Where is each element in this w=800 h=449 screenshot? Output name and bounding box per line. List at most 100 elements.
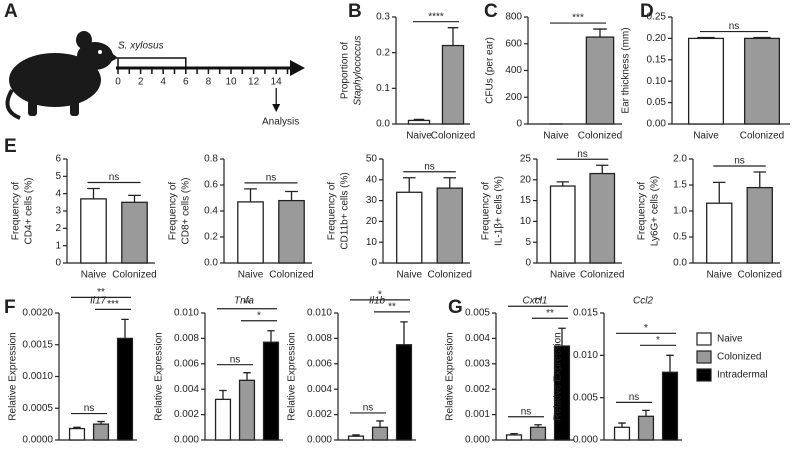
significance-label: ns	[521, 406, 532, 417]
bar	[441, 44, 465, 125]
y-tick-label: 0.008	[174, 333, 199, 344]
significance-label: ns	[109, 172, 120, 183]
agent-label: S. xylosus	[118, 41, 164, 52]
error-bar	[556, 181, 569, 187]
y-tick-label: 2.0	[673, 154, 687, 165]
error-bar	[352, 434, 360, 437]
bar	[613, 426, 631, 441]
error-bar	[534, 424, 542, 428]
significance-label: **	[243, 298, 251, 309]
bar-panel: B 0.0 0.1 0.2 0.3 Proportion of Staphylococcus…	[340, 1, 476, 142]
timeline-tick-label: 4	[160, 77, 166, 88]
y-tick-label: 0.25	[647, 12, 667, 23]
bar	[68, 427, 86, 441]
y-tick-label: 0.006	[174, 358, 199, 369]
y-tick-label: 600	[505, 38, 522, 49]
error-bar	[244, 188, 257, 202]
y-axis-label: CD4+ cells (%)	[24, 178, 35, 245]
bar	[214, 398, 232, 441]
x-tick-label: Colonized	[431, 131, 475, 142]
y-axis-label: Ly6G+ cells (%)	[650, 176, 661, 246]
chart-title: Cxcl1	[522, 296, 547, 307]
y-tick-label: 0	[371, 258, 377, 269]
significance-label: **	[534, 296, 542, 307]
x-tick-label: Colonized	[269, 270, 313, 281]
y-tick-label: 0.006	[307, 358, 332, 369]
chart-title: Ccl2	[633, 296, 653, 307]
y-tick-label: 25	[520, 154, 532, 165]
x-tick-label: Colonized	[112, 270, 156, 281]
bar-panel: F Il17 0.0000 0.0005 0.0010 0.0015 0.0020 Relat…	[4, 287, 137, 446]
bar	[661, 371, 679, 441]
y-tick-label: 0.004	[307, 384, 332, 395]
bar	[436, 187, 463, 264]
y-tick-label: 0.008	[307, 333, 332, 344]
chart-title: Il1b	[369, 296, 386, 307]
error-bar	[697, 36, 715, 39]
bar	[347, 435, 365, 441]
significance-label: ns	[629, 392, 640, 403]
error-bar	[712, 181, 726, 204]
bar	[637, 415, 655, 441]
significance-label: ns	[424, 161, 435, 172]
x-tick-label: Colonized	[578, 131, 622, 142]
error-bar	[753, 36, 771, 39]
y-tick-label: 0.20	[647, 33, 667, 44]
y-axis-label: CFUs (per ear)	[485, 37, 496, 104]
legend-swatch	[696, 332, 712, 346]
y-tick-label: 0.10	[647, 76, 667, 87]
bar-panel: 0 5 10 15 20 25 Frequency of IL-1β+ cells (%) Na…	[481, 149, 625, 281]
timeline-tick-label: 0	[115, 77, 121, 88]
error-bar	[400, 321, 408, 345]
y-tick-label: 0.015	[573, 308, 598, 319]
y-tick-label: 0.2	[204, 232, 218, 243]
y-tick-label: 0.001	[465, 409, 490, 420]
y-tick-label: 0.010	[174, 308, 199, 319]
bar	[396, 191, 423, 264]
y-tick-label: 0	[55, 258, 61, 269]
error-bar	[376, 420, 384, 428]
x-tick-label: Naive	[706, 270, 732, 281]
error-bar	[128, 194, 141, 203]
endpoint-label: Analysis	[262, 117, 299, 128]
panel-label: E	[4, 136, 17, 157]
bar	[746, 186, 773, 264]
panel-label: C	[484, 1, 498, 22]
bar-panel: D 0.00 0.05 0.10 0.15 0.20 0.25 Ear thickness (…	[621, 1, 790, 142]
bar	[505, 434, 523, 441]
timeline-tick-label: 14	[271, 77, 283, 88]
bar	[585, 36, 615, 125]
mouse-icon	[5, 31, 118, 120]
error-bar	[666, 354, 674, 373]
significance-label: *	[257, 310, 261, 321]
error-bar	[243, 372, 251, 381]
error-bar	[558, 327, 566, 347]
significance-label: **	[388, 302, 396, 313]
bar-panel: G Cxcl1 0.000 0.001 0.002 0.003 0.004 0.005 Rela…	[445, 296, 574, 446]
error-bar	[510, 433, 518, 435]
significance-label: **	[97, 287, 105, 298]
y-tick-label: 0.3	[376, 12, 390, 23]
error-bar	[642, 409, 650, 417]
bar	[237, 201, 264, 264]
y-tick-label: 1.5	[673, 180, 687, 191]
y-axis-label: CD11b+ cells (%)	[340, 172, 351, 249]
bar	[549, 185, 576, 264]
y-tick-label: 400	[505, 65, 522, 76]
error-bar	[753, 171, 767, 188]
y-tick-label: 0.0000	[22, 435, 53, 446]
bar-panel: Ccl2 0.000 0.005 0.010 0.015 Relative Express…	[553, 296, 682, 446]
y-tick-label: 0.000	[465, 435, 490, 446]
panel-label: A	[4, 1, 18, 22]
significance-label: ns	[266, 173, 277, 184]
bar	[92, 423, 110, 441]
y-axis-label: Relative Expression	[553, 332, 564, 420]
timeline-tick-label: 8	[206, 77, 212, 88]
significance-label: ns	[734, 156, 745, 167]
y-tick-label: 0.002	[174, 409, 199, 420]
y-tick-label: 0.005	[465, 308, 490, 319]
y-tick-label: 0.8	[204, 154, 218, 165]
y-tick-label: 0.1	[376, 83, 390, 94]
y-tick-label: 1	[55, 240, 61, 251]
y-axis-label: Frequency of	[637, 182, 648, 241]
